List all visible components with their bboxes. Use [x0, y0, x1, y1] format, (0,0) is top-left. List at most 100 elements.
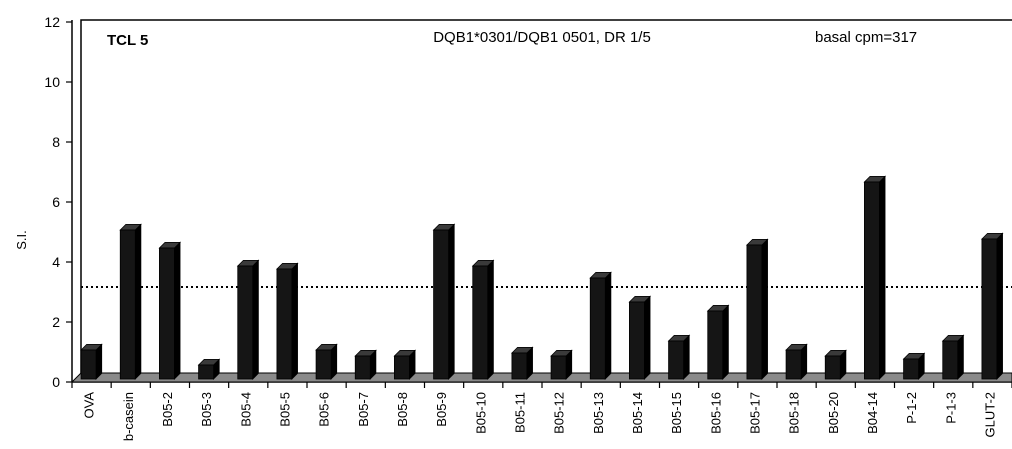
bar-front [472, 265, 489, 380]
bar-side [761, 238, 768, 380]
plot-frame [80, 19, 1012, 373]
bar-front [629, 301, 645, 380]
bar-front [864, 181, 880, 380]
x-tick-label: B05-5 [277, 392, 292, 427]
x-tick-label: B05-8 [395, 392, 410, 427]
x-tick-label: B05-9 [434, 392, 449, 427]
bar-front [785, 349, 802, 380]
bar-B05-4 [236, 259, 260, 380]
x-tick-label: B05-16 [708, 392, 723, 434]
bar-front [589, 277, 606, 380]
bar-front [198, 364, 214, 380]
bar-side [957, 334, 964, 380]
bar-side [644, 295, 651, 380]
bar-GLUT-2 [980, 232, 1004, 380]
x-tick-label: B04-14 [865, 392, 880, 434]
y-tick-label: 12 [44, 14, 60, 30]
bar-front [237, 265, 254, 380]
bar-side [174, 241, 181, 380]
bar-B05-11 [510, 346, 534, 380]
bar-front [354, 355, 371, 380]
bar-B05-20 [824, 349, 847, 380]
x-tick-label: B05-12 [552, 392, 567, 434]
bar-front [394, 355, 410, 380]
bar-front [159, 247, 175, 380]
bar-side [448, 223, 455, 380]
bar-P-1-3 [941, 334, 965, 380]
bar-side [996, 232, 1003, 380]
x-tick-label: B05-6 [317, 392, 332, 427]
bar-front [903, 358, 919, 380]
bar-side [252, 259, 259, 380]
bar-side [134, 223, 142, 380]
basal-cpm-label: basal cpm=317 [815, 29, 917, 46]
bar-front [824, 355, 841, 380]
x-tick-label: B05-3 [199, 392, 214, 427]
bar-front [668, 340, 684, 380]
bar-B05-15 [667, 334, 691, 380]
x-axis-ticks: OVA b-casein B05-2 B05-3 B05-4 B05-5 B05-6 B05-… [71, 382, 1012, 441]
y-tick-label: 8 [52, 134, 60, 150]
y-tick-label: 4 [52, 254, 60, 270]
bar-B05-3 [197, 358, 221, 380]
x-tick-label: OVA [82, 392, 97, 419]
bar-B05-10 [471, 259, 495, 380]
x-tick-label: B05-20 [826, 392, 841, 434]
bar-b-casein [119, 223, 142, 380]
y-tick-label: 6 [52, 194, 60, 210]
bar-side [879, 175, 886, 380]
x-tick-label: b-casein [121, 392, 136, 441]
bar-B05-14 [628, 295, 652, 380]
y-tick-label: 0 [52, 374, 60, 390]
bar-front [942, 340, 959, 380]
bar-B05-6 [315, 343, 338, 380]
bar-B05-16 [706, 304, 730, 380]
bar-side [683, 334, 690, 380]
bars [80, 175, 1004, 380]
bar-front [433, 229, 449, 380]
bar-front [707, 310, 724, 380]
x-tick-label: B05-4 [238, 392, 253, 427]
bar-front [746, 244, 763, 380]
bar-B05-2 [158, 241, 182, 380]
bar-B05-5 [275, 262, 299, 380]
x-tick-label: B05-10 [473, 392, 488, 434]
bar-B05-18 [785, 343, 808, 380]
bar-B05-7 [354, 349, 377, 380]
x-tick-label: P-1-2 [904, 392, 919, 424]
bar-side [722, 304, 729, 380]
bar-front [80, 349, 97, 380]
y-tick-label: 10 [44, 74, 60, 90]
bar-B05-13 [589, 271, 612, 380]
x-tick-label: B05-18 [787, 392, 802, 434]
bar-B05-12 [550, 349, 573, 380]
x-tick-label: B05-13 [591, 392, 606, 434]
y-tick-label: 2 [52, 314, 60, 330]
bar-OVA [80, 343, 103, 380]
x-tick-label: B05-11 [512, 392, 527, 433]
bar-front [315, 349, 332, 380]
y-axis-label: S.I. [14, 230, 29, 250]
x-tick-label: P-1-3 [943, 392, 958, 424]
cell-line-label: TCL 5 [107, 32, 148, 49]
x-tick-label: B05-7 [356, 392, 371, 427]
bar-B04-14 [863, 175, 887, 380]
bar-side [487, 259, 494, 380]
y-axis-ticks: 0 2 4 6 8 10 12 [44, 14, 72, 390]
bar-P-1-2 [902, 352, 926, 380]
bar-front [119, 229, 136, 380]
bar-side [604, 271, 612, 380]
x-tick-label: B05-15 [669, 392, 684, 434]
bar-B05-8 [393, 349, 417, 380]
haplotype-label: DQB1*0301/DQB1 0501, DR 1/5 [433, 29, 651, 46]
bar-side [291, 262, 298, 380]
x-tick-label: B05-14 [630, 392, 645, 434]
x-tick-label: B05-2 [160, 392, 175, 427]
bar-front [981, 238, 998, 380]
bar-front [276, 268, 293, 380]
bar-front [511, 352, 528, 380]
bar-B05-9 [432, 223, 456, 380]
bar-B05-17 [745, 238, 769, 380]
x-tick-label: GLUT-2 [982, 392, 997, 438]
